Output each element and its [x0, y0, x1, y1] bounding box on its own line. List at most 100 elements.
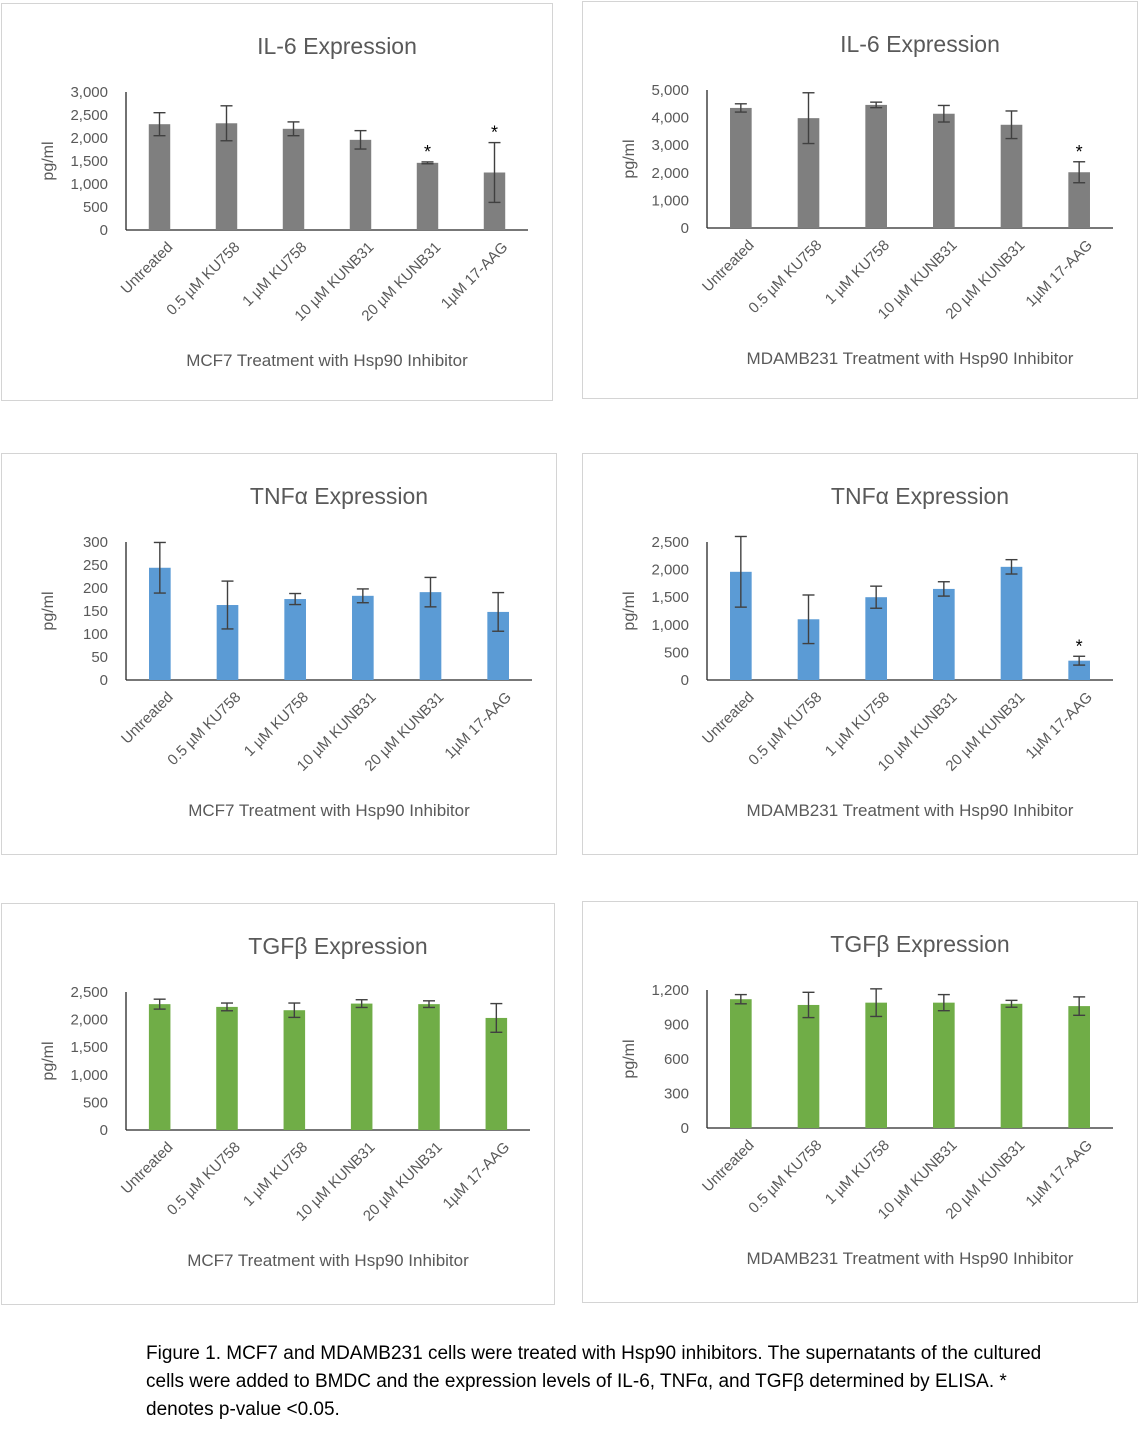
bar [350, 1003, 373, 1130]
y-tick-label: 1,200 [651, 982, 689, 999]
y-tick-label: 2,500 [70, 107, 108, 124]
bar [730, 999, 752, 1128]
x-axis-label: MCF7 Treatment with Hsp90 Inhibitor [186, 351, 468, 370]
bar [933, 113, 955, 228]
bar [282, 128, 305, 230]
bar [352, 595, 374, 680]
bar [215, 123, 238, 230]
chart-panel-tgfb-mdamb231: TGFβ Expression pg/ml 0 300 600 900 1,200 Untre… [582, 901, 1138, 1303]
y-tick-label: 1,000 [651, 617, 689, 634]
y-tick-label: 300 [83, 534, 108, 551]
x-tick-label: Untreated [699, 1137, 758, 1196]
chart-tnfa-mdamb231: TNFα Expression pg/ml 0 500 1,000 1,500 2,000 2… [621, 483, 1113, 820]
significance-marker: * [1076, 142, 1083, 162]
y-tick-label: 2,000 [70, 130, 108, 147]
x-tick-label: 1 µM KU758 [241, 689, 312, 760]
y-tick-label: 250 [83, 557, 108, 574]
chart-title: IL-6 Expression [257, 33, 417, 59]
y-tick-label: 2,000 [651, 562, 689, 579]
y-axis-label: pg/ml [40, 591, 57, 630]
bar [933, 588, 955, 680]
chart-tgfb-mcf7: TGFβ Expression pg/ml 0 500 1,000 1,500 2,000 2… [40, 933, 530, 1270]
bar [216, 1006, 238, 1130]
y-tick-label: 200 [83, 580, 108, 597]
y-axis-label: pg/ml [40, 141, 57, 180]
bar [485, 1017, 508, 1130]
y-tick-label: 500 [83, 1094, 108, 1111]
x-axis-label: MDAMB231 Treatment with Hsp90 Inhibitor [747, 349, 1074, 368]
y-tick-label: 3,000 [70, 84, 108, 101]
x-tick-label: 1µM 17-AAG [1022, 1137, 1096, 1211]
bar [865, 597, 887, 680]
chart-title: TGFβ Expression [248, 933, 427, 959]
bar [797, 118, 820, 228]
bar [487, 611, 509, 680]
y-tick-label: 2,000 [70, 1012, 108, 1029]
bar [730, 107, 752, 228]
y-tick-label: 150 [83, 603, 108, 620]
x-tick-label: 1 µM KU758 [240, 1139, 311, 1210]
y-tick-label: 50 [91, 649, 108, 666]
x-tick-label: 1 µM KU758 [822, 689, 893, 760]
y-tick-label: 600 [664, 1051, 689, 1068]
figure-caption: Figure 1. MCF7 and MDAMB231 cells were t… [146, 1343, 1042, 1420]
y-axis-label: pg/ml [40, 1041, 57, 1080]
x-tick-label: Untreated [118, 239, 177, 298]
y-tick-label: 1,000 [70, 176, 108, 193]
bar [933, 1002, 955, 1128]
x-tick-label: 1 µM KU758 [822, 1137, 893, 1208]
y-tick-label: 900 [664, 1017, 689, 1034]
y-axis-label: pg/ml [621, 591, 638, 630]
x-tick-label: 1µM 17-AAG [1022, 237, 1096, 311]
x-axis-label: MCF7 Treatment with Hsp90 Inhibitor [187, 1251, 469, 1270]
bar [1000, 124, 1023, 228]
x-tick-label: Untreated [118, 1139, 177, 1198]
y-tick-label: 3,000 [651, 137, 689, 154]
y-tick-label: 0 [100, 672, 108, 689]
chart-panel-tnfa-mcf7: TNFα Expression pg/ml 0 50 100 150 200 250 300 Un… [1, 453, 557, 855]
y-tick-label: 0 [100, 222, 108, 239]
significance-marker: * [491, 123, 498, 143]
bar [349, 139, 372, 230]
significance-marker: * [424, 142, 431, 162]
y-tick-label: 0 [100, 1122, 108, 1139]
y-tick-label: 100 [83, 626, 108, 643]
y-tick-label: 1,500 [70, 1039, 108, 1056]
bar [797, 619, 820, 680]
x-tick-label: Untreated [118, 689, 177, 748]
y-axis-label: pg/ml [621, 1039, 638, 1078]
chart-il6-mcf7: IL-6 Expression pg/ml 0 500 1,000 1,500 2,000 2… [40, 33, 528, 370]
bar [418, 1004, 440, 1130]
bar [797, 1004, 820, 1128]
x-axis-label: MDAMB231 Treatment with Hsp90 Inhibitor [747, 1249, 1074, 1268]
chart-panel-il6-mdamb231: IL-6 Expression pg/ml 0 1,000 2,000 3,000 4,00… [582, 1, 1138, 399]
chart-panel-tgfb-mcf7: TGFβ Expression pg/ml 0 500 1,000 1,500 2,000 2… [1, 903, 555, 1305]
bar [419, 592, 442, 680]
chart-title: TNFα Expression [831, 483, 1009, 509]
x-axis-label: MDAMB231 Treatment with Hsp90 Inhibitor [747, 801, 1074, 820]
bar [730, 571, 752, 680]
chart-il6-mdamb231: IL-6 Expression pg/ml 0 1,000 2,000 3,000 4,00… [621, 31, 1113, 368]
y-tick-label: 2,000 [651, 165, 689, 182]
y-tick-label: 0 [681, 220, 689, 237]
x-tick-label: Untreated [699, 689, 758, 748]
chart-title: TGFβ Expression [830, 931, 1009, 957]
x-tick-label: 1 µM KU758 [822, 237, 893, 308]
y-tick-label: 2,500 [70, 984, 108, 1001]
chart-panel-tnfa-mdamb231: TNFα Expression pg/ml 0 500 1,000 1,500 2,000 2… [582, 453, 1138, 855]
bar [148, 1004, 171, 1130]
significance-marker: * [1076, 636, 1083, 656]
x-tick-label: 1µM 17-AAG [441, 689, 515, 763]
chart-title: IL-6 Expression [840, 31, 1000, 57]
bar [283, 1010, 306, 1130]
x-tick-label: 1µM 17-AAG [438, 239, 512, 313]
x-tick-label: 1 µM KU758 [239, 239, 310, 310]
y-tick-label: 1,000 [70, 1067, 108, 1084]
x-axis-label: MCF7 Treatment with Hsp90 Inhibitor [188, 801, 470, 820]
bar [1068, 172, 1090, 228]
y-tick-label: 1,500 [70, 153, 108, 170]
x-tick-label: 1µM 17-AAG [1022, 689, 1096, 763]
bar [1068, 1006, 1090, 1128]
bar [865, 104, 887, 228]
bar [1000, 1003, 1023, 1128]
